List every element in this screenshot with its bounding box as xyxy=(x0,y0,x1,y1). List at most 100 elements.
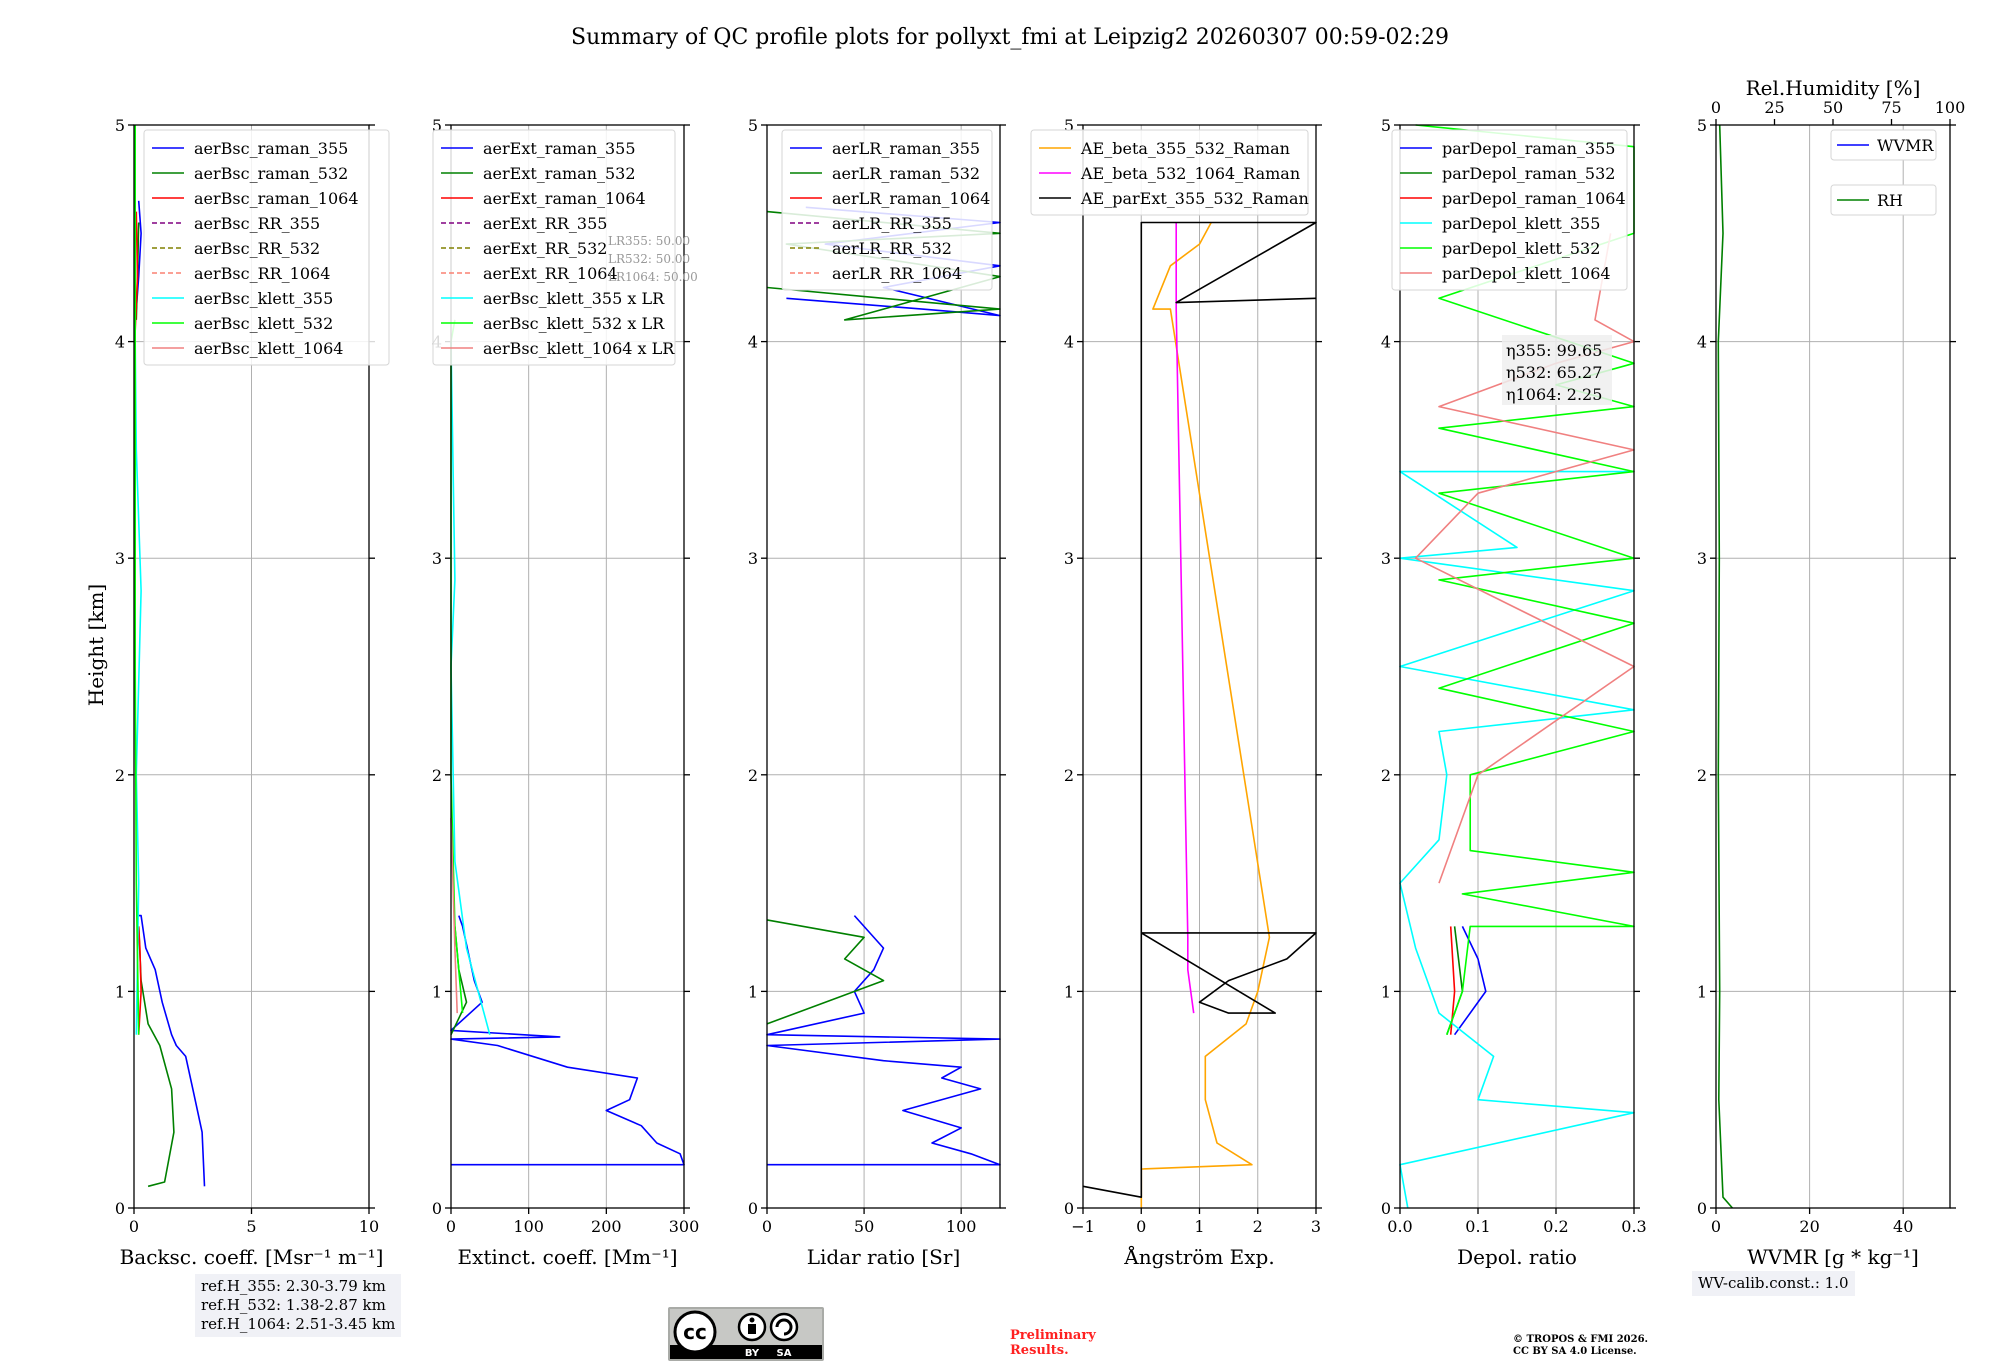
eta-label: η532: 65.27 xyxy=(1506,363,1602,382)
legend-label: parDepol_klett_532 xyxy=(1442,239,1600,258)
y-tick-label: 5 xyxy=(1064,116,1074,135)
legend-label: parDepol_raman_532 xyxy=(1442,164,1615,183)
x-axis-label: WVMR [g * kg⁻¹] xyxy=(1747,1245,1919,1269)
x-tick-label: 0 xyxy=(762,1217,772,1236)
legend-label: aerLR_raman_355 xyxy=(832,139,980,158)
eta-box xyxy=(1502,335,1612,405)
panel-depol: 0 1 2 3 4 5 0.0 0.1 0.2 0.3 Depol. ratio parDepol_r… xyxy=(1381,116,1647,1269)
series-line-aerBsc_klett_532 xyxy=(134,125,140,1035)
y-axis-label: Height [km] xyxy=(84,584,108,706)
legend-label: parDepol_klett_355 xyxy=(1442,214,1600,233)
legend-label: AE_parExt_355_532_Raman xyxy=(1080,189,1309,208)
series-line-aerExt_raman_355 xyxy=(450,915,685,1166)
cc-sa-text: SA xyxy=(777,1348,792,1359)
y-tick-label: 2 xyxy=(432,766,442,785)
axes-frame xyxy=(1715,124,1951,1209)
preliminary-note: Preliminary Results. xyxy=(1010,1328,1096,1358)
legend-label: aerLR_RR_355 xyxy=(832,214,952,233)
y-tick-label: 1 xyxy=(1064,982,1074,1001)
legend-label: aerLR_RR_532 xyxy=(832,239,952,258)
y-tick-label: 1 xyxy=(1697,982,1707,1001)
top-x-tick-label: 0 xyxy=(1711,98,1721,117)
y-tick-label: 3 xyxy=(1381,549,1391,568)
axes-frame xyxy=(450,124,685,1209)
x-tick-label: 300 xyxy=(669,1217,700,1236)
y-tick-label: 0 xyxy=(1697,1199,1707,1218)
x-tick-label: 10 xyxy=(359,1217,379,1236)
y-tick-label: 1 xyxy=(432,982,442,1001)
x-axis-label: Depol. ratio xyxy=(1457,1245,1577,1269)
legend-label: aerBsc_klett_355 x LR xyxy=(483,289,665,308)
legend-label: aerLR_raman_532 xyxy=(832,164,980,183)
axes-frame xyxy=(1082,124,1317,1209)
y-tick-label: 4 xyxy=(1064,333,1074,352)
legend-label: aerExt_RR_355 xyxy=(483,214,607,233)
cc-by-text: BY xyxy=(745,1348,760,1359)
x-tick-label: 3 xyxy=(1311,1217,1321,1236)
series-line-aerBsc_raman_355 xyxy=(138,914,206,1187)
x-tick-label: 0.2 xyxy=(1543,1217,1568,1236)
y-tick-label: 0 xyxy=(748,1199,758,1218)
legend-label: aerExt_raman_1064 xyxy=(483,189,646,208)
y-tick-label: 3 xyxy=(1064,549,1074,568)
legend-box xyxy=(1830,184,1937,216)
legend-box xyxy=(1391,129,1628,291)
legend-label: parDepol_raman_1064 xyxy=(1442,189,1626,208)
legend-label: aerBsc_RR_1064 xyxy=(194,264,330,283)
x-tick-label: 0 xyxy=(1136,1217,1146,1236)
legend-label: aerBsc_klett_532 xyxy=(194,314,333,333)
y-tick-label: 2 xyxy=(1064,766,1074,785)
legend-label: aerBsc_klett_1064 x LR xyxy=(483,339,675,358)
legend-label: WVMR xyxy=(1877,136,1934,155)
x-tick-label: 1 xyxy=(1194,1217,1204,1236)
x-axis-label: Extinct. coeff. [Mm⁻¹] xyxy=(457,1245,677,1269)
copyright-note: © TROPOS & FMI 2026. CC BY SA 4.0 Licens… xyxy=(1513,1334,1648,1358)
y-tick-label: 2 xyxy=(1697,766,1707,785)
legend-label: aerBsc_klett_1064 xyxy=(194,339,343,358)
x-tick-label: 0 xyxy=(129,1217,139,1236)
series-line-aerBsc_klett_1064 x LR xyxy=(450,818,458,1014)
y-tick-label: 5 xyxy=(748,116,758,135)
legend-label: aerLR_RR_1064 xyxy=(832,264,962,283)
series-line-AE_beta_355_532_Raman xyxy=(1140,222,1271,1208)
y-tick-label: 3 xyxy=(1697,549,1707,568)
top-x-tick-label: 100 xyxy=(1935,98,1966,117)
legend-box xyxy=(432,129,676,366)
legend-box xyxy=(781,129,993,291)
cc-license-badge: cc BY SA xyxy=(668,1307,824,1361)
y-tick-label: 4 xyxy=(1697,333,1707,352)
y-tick-label: 0 xyxy=(1064,1199,1074,1218)
legend-label: aerExt_RR_1064 xyxy=(483,264,618,283)
legend-box xyxy=(143,129,390,366)
x-tick-label: 100 xyxy=(513,1217,544,1236)
y-tick-label: 4 xyxy=(1381,333,1391,352)
series-line-parDepol_klett_1064 xyxy=(1414,233,1635,884)
series-line-parDepol_klett_355 xyxy=(1399,470,1635,1209)
svg-text:cc: cc xyxy=(683,1320,707,1344)
top-x-axis-label: Rel.Humidity [%] xyxy=(1746,76,1921,100)
x-axis-label: Ångström Exp. xyxy=(1123,1244,1274,1269)
legend-box xyxy=(1030,129,1309,216)
wv-calib-text: WV-calib.const.: 1.0 xyxy=(1698,1274,1849,1292)
series-line-aerLR_raman_532 xyxy=(766,919,885,1025)
legend-label: aerExt_raman_355 xyxy=(483,139,636,158)
x-tick-label: 20 xyxy=(1799,1217,1819,1236)
x-tick-label: 40 xyxy=(1893,1217,1913,1236)
sa-icon xyxy=(769,1312,799,1342)
copyright-line-2: CC BY SA 4.0 License. xyxy=(1513,1346,1637,1357)
series-line-aerBsc_raman_1064 xyxy=(137,926,142,1035)
legend-label: aerBsc_RR_532 xyxy=(194,239,320,258)
x-tick-label: 0.3 xyxy=(1621,1217,1646,1236)
y-tick-label: 5 xyxy=(115,116,125,135)
series-line-aerBsc_klett_355 xyxy=(134,341,142,1035)
cc-icon xyxy=(673,1310,717,1354)
x-axis-label: Backsc. coeff. [Msr⁻¹ m⁻¹] xyxy=(120,1245,384,1269)
x-tick-label: 200 xyxy=(591,1217,622,1236)
axes-frame xyxy=(1399,124,1635,1209)
panel-extinction: 0123450100200300Extinct. coeff. [Mm⁻¹]ae… xyxy=(432,116,699,1269)
axes-frame xyxy=(133,124,370,1209)
